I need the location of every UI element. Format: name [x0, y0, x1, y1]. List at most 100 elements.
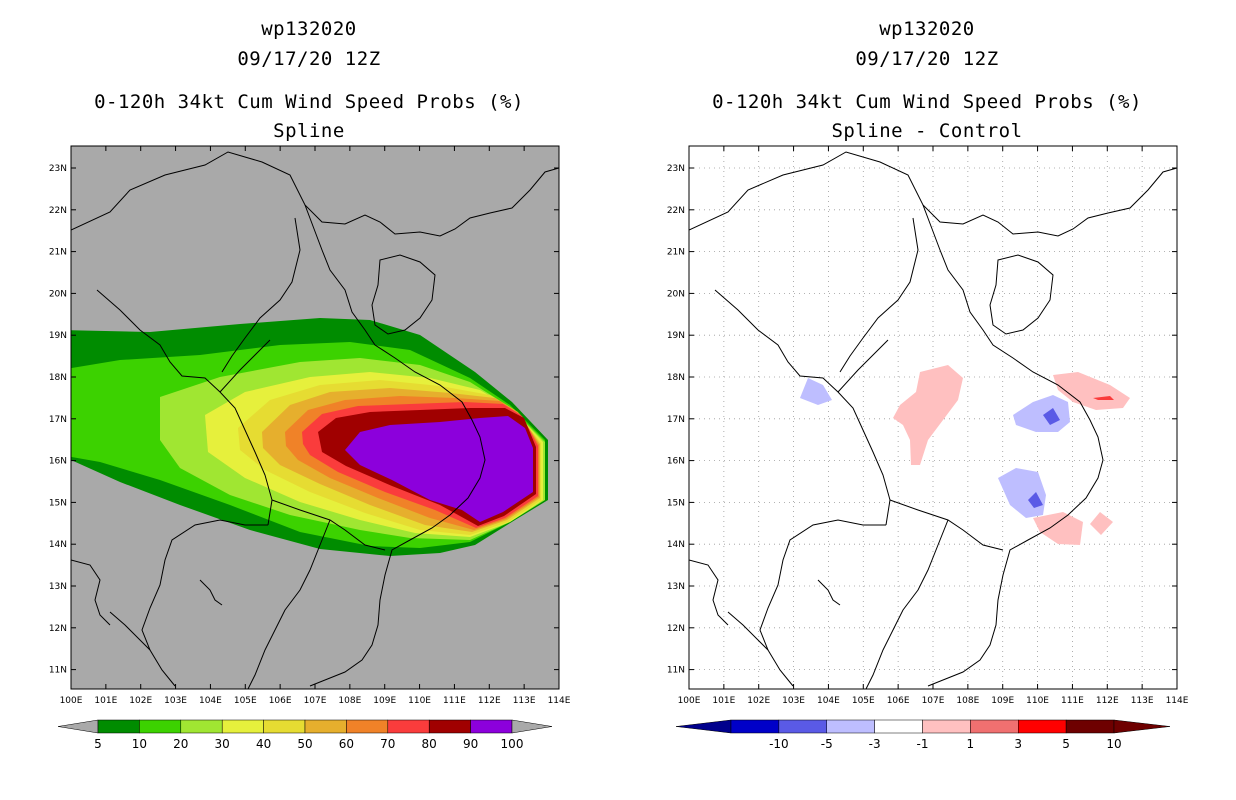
colorbar-segment — [263, 719, 306, 734]
lat-label: 11N — [49, 666, 67, 676]
positive-max — [1093, 396, 1114, 400]
lat-label: 21N — [667, 248, 685, 258]
lat-label: 19N — [667, 331, 685, 341]
lon-label: 103E — [782, 696, 805, 706]
lon-label: 113E — [513, 696, 536, 706]
colorbar-end-right — [511, 719, 553, 734]
lon-label: 114E — [548, 696, 571, 706]
lon-label: 108E — [956, 696, 979, 706]
lat-label: 12N — [667, 624, 685, 634]
lat-label: 22N — [49, 206, 67, 216]
colorbar-label: 3 — [1014, 737, 1022, 751]
colorbar-label: 40 — [256, 737, 271, 751]
colorbar-segment — [304, 719, 347, 734]
lon-label: 110E — [1026, 696, 1049, 706]
colorbar-segment — [221, 719, 264, 734]
lon-label: 104E — [199, 696, 222, 706]
positive-region — [893, 365, 963, 465]
storm-id-title: wp132020 — [261, 18, 357, 40]
lon-label: 106E — [269, 696, 292, 706]
colorbar-segment — [826, 719, 875, 734]
lon-label: 102E — [747, 696, 770, 706]
lon-label: 109E — [373, 696, 396, 706]
left-panel: wp132020 09/17/20 12Z 0-120h 34kt Cum Wi… — [49, 18, 571, 751]
colorbar-label: 10 — [132, 737, 147, 751]
colorbar-label: 5 — [1062, 737, 1070, 751]
datetime-title: 09/17/20 12Z — [237, 48, 381, 70]
lon-label: 109E — [991, 696, 1014, 706]
lon-label: 105E — [234, 696, 257, 706]
lon-label: 110E — [408, 696, 431, 706]
contour-90 — [345, 416, 533, 522]
colorbar-segment — [778, 719, 827, 734]
datetime-title: 09/17/20 12Z — [855, 48, 999, 70]
axis-ticks — [688, 146, 1178, 689]
difference-contours — [800, 365, 1130, 545]
coastlines-and-borders — [689, 151, 1177, 689]
colorbar-label: -5 — [821, 737, 833, 751]
colorbar-label: 1 — [967, 737, 975, 751]
right-panel: wp132020 09/17/20 12Z 0-120h 34kt Cum Wi… — [618, 0, 1236, 800]
colorbar-segment — [428, 719, 471, 734]
colorbar-segment — [180, 719, 223, 734]
longitude-labels: 100E 101E 102E 103E 104E 105E 106E 107E 108E 109E… — [60, 696, 571, 706]
method-title: Spline — [273, 120, 345, 142]
lon-label: 112E — [1096, 696, 1119, 706]
colorbar-label: 5 — [94, 737, 102, 751]
negative-region — [800, 378, 832, 405]
coastlines-and-borders — [71, 151, 559, 689]
colorbar-end-left — [675, 719, 732, 734]
lon-label: 100E — [60, 696, 83, 706]
lon-label: 108E — [338, 696, 361, 706]
lon-label: 107E — [922, 696, 945, 706]
storm-id-title: wp132020 — [879, 18, 975, 40]
lat-label: 18N — [667, 373, 685, 383]
colorbar-segment — [730, 719, 780, 734]
lat-label: 11N — [667, 666, 685, 676]
lat-label: 16N — [49, 457, 67, 467]
lon-label: 113E — [1131, 696, 1154, 706]
method-title: Spline - Control — [831, 120, 1023, 142]
gridlines — [689, 146, 1177, 689]
lon-label: 101E — [712, 696, 735, 706]
colorbar-label: 60 — [339, 737, 354, 751]
lat-label: 13N — [49, 582, 67, 592]
lat-label: 15N — [667, 498, 685, 508]
colorbar-label: 100 — [501, 737, 524, 751]
lon-label: 101E — [94, 696, 117, 706]
colorbar-end-right — [1113, 719, 1171, 734]
lat-label: 15N — [49, 498, 67, 508]
colorbar-segment — [1065, 719, 1115, 734]
lat-label: 13N — [667, 582, 685, 592]
lat-label: 19N — [49, 331, 67, 341]
probability-contours — [71, 318, 548, 556]
lat-label: 12N — [49, 624, 67, 634]
lon-label: 112E — [478, 696, 501, 706]
colorbar-segment — [922, 719, 971, 734]
colorbar-label: -1 — [917, 737, 929, 751]
colorbar-segment — [139, 719, 182, 734]
colorbar-segment — [387, 719, 430, 734]
lon-label: 107E — [304, 696, 327, 706]
lat-label: 23N — [667, 164, 685, 174]
colorbar-segment — [97, 719, 140, 734]
lat-label: 17N — [667, 415, 685, 425]
lat-label: 17N — [49, 415, 67, 425]
negative-max — [1043, 408, 1060, 425]
colorbar-label: 20 — [173, 737, 188, 751]
colorbar-label: -3 — [869, 737, 881, 751]
lat-label: 22N — [667, 206, 685, 216]
lat-label: 14N — [49, 540, 67, 550]
lon-label: 103E — [164, 696, 187, 706]
right-map: 23N22N21N20N19N18N17N16N15N14N13N12N11N … — [667, 145, 1189, 751]
negative-region — [1013, 395, 1070, 432]
lat-label: 16N — [667, 457, 685, 467]
lat-label: 21N — [49, 248, 67, 258]
lon-label: 106E — [887, 696, 910, 706]
latitude-labels: 23N 22N 21N 20N 19N 18N 17N 16N 15N 14N 13N 12N 11N — [667, 164, 685, 676]
colorbar: -10 -5 -3 -1 1 3 5 10 — [675, 719, 1171, 751]
positive-region — [1053, 372, 1130, 410]
positive-region — [1090, 512, 1113, 535]
lon-label: 104E — [817, 696, 840, 706]
lon-label: 114E — [1166, 696, 1189, 706]
